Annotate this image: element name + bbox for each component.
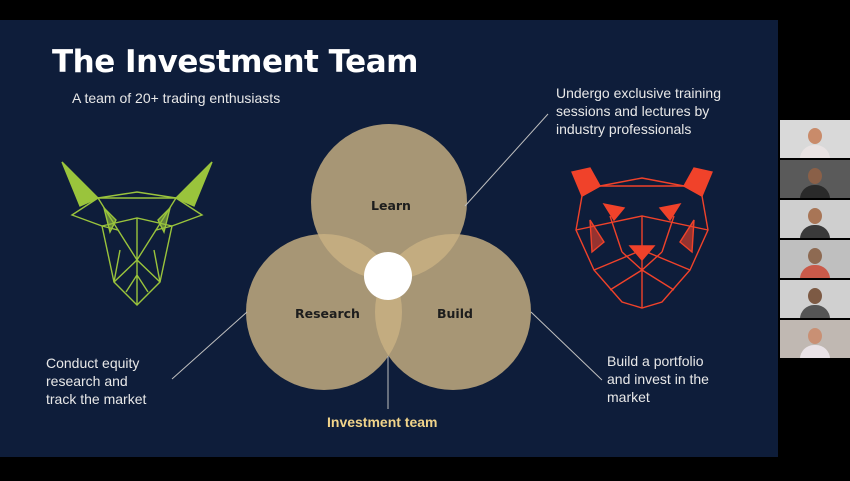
bear-icon	[571, 167, 713, 309]
connector-build	[530, 311, 603, 381]
venn-label-research: Research	[295, 306, 360, 321]
venn-diagram	[246, 124, 531, 390]
connector-research	[171, 311, 248, 380]
build-description-line: Build a portfolio	[607, 353, 704, 369]
research-description-line: research and	[46, 373, 128, 389]
participant-head	[808, 328, 822, 344]
research-description-line: Conduct equity	[46, 355, 140, 371]
investment-team-label: Investment team	[327, 414, 438, 430]
participant-tile[interactable]	[780, 160, 850, 198]
presentation-slide: The Investment Team A team of 20+ tradin…	[0, 20, 778, 457]
participant-tile[interactable]	[780, 240, 850, 278]
bull-icon	[61, 161, 213, 306]
learn-description-line: Undergo exclusive training	[556, 85, 721, 101]
participant-head	[808, 288, 822, 304]
venn-label-learn: Learn	[371, 198, 411, 213]
research-description: Conduct equity research and track the ma…	[46, 354, 146, 408]
learn-description-line: sessions and lectures by	[556, 103, 710, 119]
venn-circle-build	[375, 234, 531, 390]
participant-tile[interactable]	[780, 200, 850, 238]
participant-body	[800, 225, 830, 238]
participant-body	[800, 145, 830, 158]
participant-tile[interactable]	[780, 120, 850, 158]
participant-tile[interactable]	[780, 320, 850, 358]
participant-body	[800, 265, 830, 278]
participant-body	[800, 305, 830, 318]
venn-circle-research	[246, 234, 402, 390]
slide-title: The Investment Team	[52, 44, 418, 80]
participant-body	[800, 185, 830, 198]
connector-learn	[464, 113, 549, 207]
participant-head	[808, 128, 822, 144]
participant-tile[interactable]	[780, 280, 850, 318]
build-description-line: and invest in the	[607, 371, 709, 387]
participant-head	[808, 208, 822, 224]
build-description: Build a portfolio and invest in the mark…	[607, 352, 709, 406]
build-description-line: market	[607, 389, 650, 405]
venn-center-dot	[364, 252, 412, 300]
connector-lines	[171, 113, 603, 409]
research-description-line: track the market	[46, 391, 147, 407]
venn-label-build: Build	[437, 306, 473, 321]
participant-head	[808, 168, 822, 184]
slide-subtitle: A team of 20+ trading enthusiasts	[72, 90, 281, 106]
participant-head	[808, 248, 822, 264]
learn-description-line: industry professionals	[556, 121, 692, 137]
learn-description: Undergo exclusive training sessions and …	[556, 84, 721, 138]
participant-body	[800, 345, 830, 358]
slide-artwork	[61, 113, 713, 409]
